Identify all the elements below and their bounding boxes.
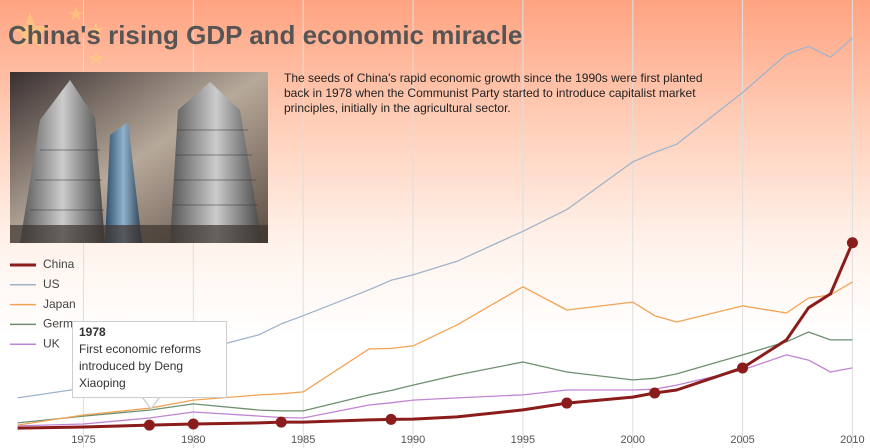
milestone-marker [187, 418, 199, 430]
milestone-marker [649, 387, 661, 399]
series-line [17, 354, 853, 427]
lines [17, 37, 858, 431]
x-tick-label: 1995 [511, 434, 535, 446]
x-tick-label: 2000 [620, 434, 644, 446]
legend-label: Japan [43, 297, 76, 311]
tooltip-pointer [143, 397, 159, 408]
milestone-marker [385, 413, 397, 425]
description: The seeds of China's rapid economic grow… [284, 71, 703, 115]
milestone-marker [561, 397, 573, 409]
legend-label: China [43, 257, 75, 271]
milestone-marker [143, 419, 155, 431]
x-tick-label: 1990 [401, 434, 425, 446]
milestone-marker [846, 237, 858, 249]
series-line [17, 331, 853, 424]
x-tick-label: 2010 [840, 434, 864, 446]
x-tick-label: 2005 [730, 434, 754, 446]
tooltip-title: 1978 [79, 325, 106, 339]
chart-title: China's rising GDP and economic miracle [8, 20, 523, 50]
x-tick-label: 1985 [291, 434, 315, 446]
flag-stars [10, 6, 104, 65]
tooltip-text: First economic reforms introduced by Den… [79, 342, 202, 390]
series-line [17, 281, 853, 426]
x-tick-label: 1975 [71, 434, 95, 446]
photo [10, 72, 268, 243]
x-tick-label: 1980 [181, 434, 205, 446]
tooltip: 1978 First economic reforms introduced b… [72, 321, 227, 398]
milestone-marker [737, 362, 749, 374]
series-line [17, 242, 854, 430]
grid: 1975 1980 1985 1990 1995 2000 2005 2010 [71, 0, 865, 448]
legend-label: US [43, 277, 60, 291]
milestone-marker [275, 416, 287, 428]
legend-label: UK [43, 336, 60, 350]
